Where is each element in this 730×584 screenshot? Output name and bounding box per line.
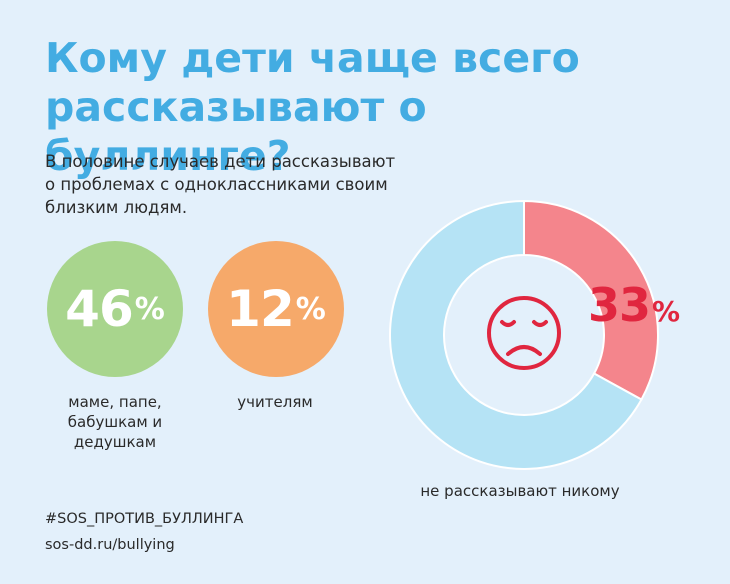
title-line-2: рассказывают о буллинге? bbox=[45, 83, 427, 180]
sad-face-mouth bbox=[506, 345, 542, 356]
intro-line-3: близким людям. bbox=[45, 198, 188, 217]
donut-slices bbox=[389, 199, 659, 470]
teachers-stat-unit: % bbox=[295, 291, 326, 327]
parents-label-line-2: бабушкам и bbox=[67, 413, 163, 431]
hashtag-text: #SOS_ПРОТИВ_БУЛЛИНГА bbox=[45, 511, 244, 527]
parents-stat-label: маме, папе, бабушкам и дедушкам bbox=[40, 392, 190, 452]
intro-text: В половине случаев дети рассказывают о п… bbox=[45, 150, 445, 219]
donut-value-number: 33 bbox=[588, 278, 651, 332]
sad-face-outline bbox=[487, 296, 561, 370]
parents-stat-unit: % bbox=[134, 291, 165, 327]
title-line-1: Кому дети чаще всего bbox=[45, 34, 580, 82]
teachers-stat-circle: 12% bbox=[208, 241, 344, 377]
donut-caption: не рассказывают никому bbox=[420, 482, 620, 500]
teachers-stat-value: 12 bbox=[226, 280, 295, 338]
website-link[interactable]: sos-dd.ru/bullying bbox=[45, 537, 175, 553]
sad-face-icon bbox=[487, 296, 561, 370]
parents-stat-value: 46 bbox=[65, 280, 134, 338]
sad-face-left-eye bbox=[500, 320, 516, 327]
teachers-stat-label: учителям bbox=[200, 392, 350, 412]
teachers-label-line-1: учителям bbox=[237, 393, 313, 411]
intro-line-1: В половине случаев дети рассказывают bbox=[45, 152, 396, 171]
donut-chart bbox=[389, 199, 659, 470]
donut-slice-1 bbox=[523, 199, 659, 401]
intro-line-2: о проблемах с одноклассниками своим bbox=[45, 175, 388, 194]
parents-label-line-1: маме, папе, bbox=[68, 393, 162, 411]
page-title: Кому дети чаще всего рассказывают о булл… bbox=[45, 34, 685, 181]
donut-value-unit: % bbox=[652, 295, 681, 328]
parents-label-line-3: дедушкам bbox=[73, 433, 157, 451]
donut-value-label: 33% bbox=[588, 282, 680, 328]
parents-stat-circle: 46% bbox=[47, 241, 183, 377]
sad-face-right-eye bbox=[532, 320, 548, 327]
donut-slice-2 bbox=[389, 199, 643, 470]
